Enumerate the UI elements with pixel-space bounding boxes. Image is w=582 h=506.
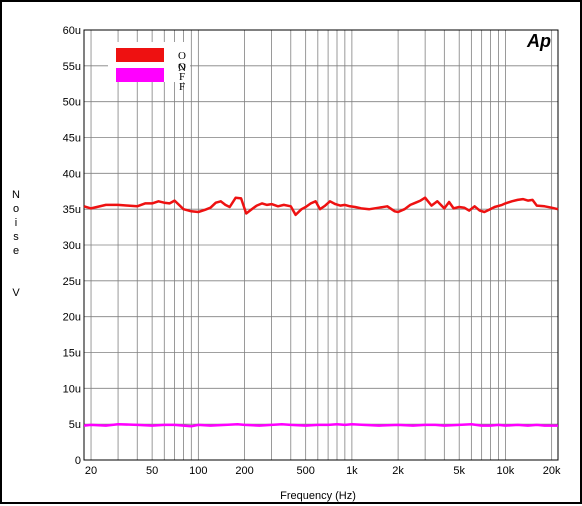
y-tick-label: 35u [63,204,81,216]
series-line-on [83,196,559,217]
x-tick-label: 1k [346,465,358,477]
y-axis-title-char: N [12,189,20,201]
legend-label-off: F [179,71,185,83]
series-line-off [83,422,558,428]
plot-border [83,29,559,461]
y-tick-label: 30u [63,240,81,252]
x-axis-title: Frequency (Hz) [280,490,356,502]
legend-label-on: N [178,62,186,74]
y-tick-label: 5u [69,419,81,431]
y-tick-label: 25u [63,276,81,288]
legend-label-off: F [179,81,185,93]
y-axis-title-char: o [13,203,19,215]
x-tick-label: 10k [497,465,515,477]
x-tick-label: 20k [543,465,561,477]
y-tick-label: 45u [63,133,81,145]
x-tick-label: 5k [453,465,465,477]
series-layer [83,196,559,428]
x-tick-label: 100 [189,465,207,477]
y-tick-label: 15u [63,348,81,360]
y-axis-title-char: i [15,217,17,229]
legend-swatch-on [116,48,164,62]
y-tick-label: 0 [75,455,81,467]
y-axis-title-char: V [12,287,20,299]
grid-layer [83,29,559,461]
x-tick-label: 50 [146,465,158,477]
y-axis-title-char: s [13,231,19,243]
y-tick-label: 60u [63,25,81,37]
ap-logo: Ap [526,31,551,51]
y-tick-label: 55u [63,61,81,73]
legend-label-on: O [178,50,186,62]
x-tick-label: 200 [235,465,253,477]
axis-layer: 0 5u 10u 15u 20u 25u 30u 35u 40u 45u 50u 55u 60u 20 50… [63,25,561,477]
x-tick-label: 20 [85,465,97,477]
y-tick-label: 20u [63,312,81,324]
x-tick-label: 2k [392,465,404,477]
y-tick-label: 50u [63,97,81,109]
y-axis-title-char: e [13,245,19,257]
legend-label-off: O [178,61,186,73]
legend-swatch-off [116,68,164,82]
y-tick-label: 40u [63,168,81,180]
y-tick-label: 10u [63,383,81,395]
x-tick-label: 500 [296,465,314,477]
